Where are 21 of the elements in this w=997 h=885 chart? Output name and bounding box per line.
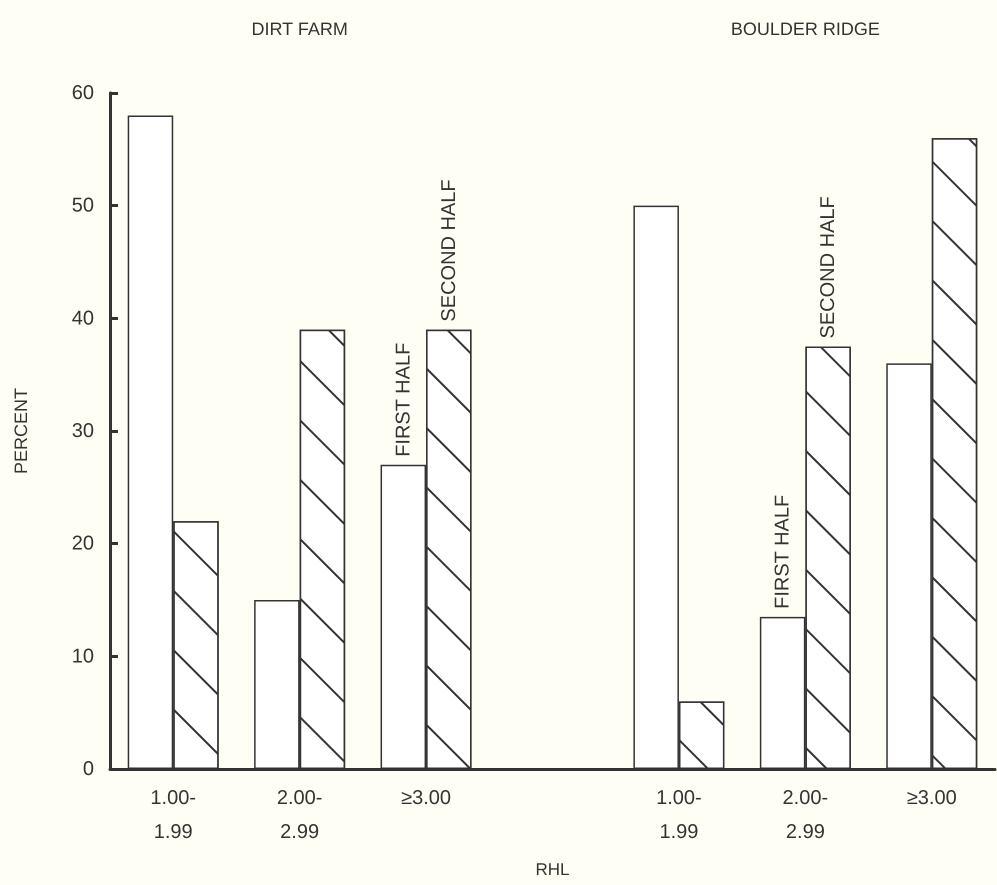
x-tick-label: 1.00- 1.99: [150, 787, 196, 843]
y-tick-label: 40: [72, 307, 94, 330]
text: FIRST HALF: [772, 494, 794, 609]
y-tick-label: 30: [72, 420, 94, 442]
text: SECOND HALF: [817, 196, 840, 338]
x-tick-label: ≥3.00: [906, 787, 957, 809]
x-tick-label: 1.00- 1.99: [656, 787, 702, 843]
text: SECOND HALF: [438, 179, 460, 322]
text: DIRT FARM: [251, 19, 348, 39]
y-tick-label: 10: [72, 645, 94, 668]
y-tick-label: 20: [72, 532, 94, 555]
x-tick-label: 2.00- 2.99: [782, 787, 828, 843]
x-axis-title: RHL: [535, 860, 570, 879]
y-axis-title: PERCENT: [11, 388, 31, 474]
x-tick-label: 2.00- 2.99: [276, 787, 322, 843]
y-tick-label: 60: [72, 82, 94, 104]
y-tick-label: 0: [82, 758, 94, 780]
text: FIRST HALF: [392, 342, 414, 457]
y-tick-label: 50: [72, 194, 94, 217]
text: BOULDER RIDGE: [730, 19, 880, 39]
x-tick-label: ≥3.00: [401, 787, 452, 809]
